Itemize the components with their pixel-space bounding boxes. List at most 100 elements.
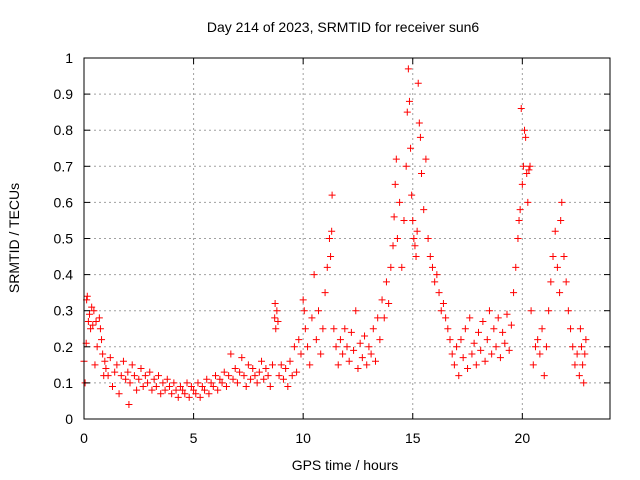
data-point [371, 357, 379, 365]
y-tick-label: 0.7 [54, 158, 74, 174]
data-point [526, 162, 534, 170]
data-point [268, 361, 276, 369]
data-point [418, 170, 426, 178]
data-point [453, 343, 461, 351]
data-point [225, 372, 233, 380]
data-point [515, 216, 523, 224]
data-point [161, 386, 169, 394]
data-point [547, 278, 555, 286]
data-point [558, 198, 566, 206]
y-tick-label: 0.1 [54, 375, 74, 391]
data-point [242, 383, 250, 391]
data-point [194, 379, 202, 387]
data-point [352, 307, 360, 315]
data-point [439, 299, 447, 307]
data-point [312, 336, 320, 344]
data-point [575, 372, 583, 380]
data-point [179, 386, 187, 394]
data-point [490, 325, 498, 333]
data-point [534, 336, 542, 344]
data-point [390, 213, 398, 221]
data-point [139, 383, 147, 391]
data-point [545, 307, 553, 315]
data-point [247, 375, 255, 383]
data-point [573, 350, 581, 358]
data-point [542, 343, 550, 351]
data-point [354, 364, 362, 372]
data-point [168, 390, 176, 398]
data-point [564, 307, 572, 315]
data-point [300, 307, 308, 315]
data-point [328, 227, 336, 235]
data-point [514, 235, 522, 242]
data-point [187, 383, 195, 391]
data-point [117, 372, 125, 380]
data-point [227, 350, 235, 358]
data-point [277, 361, 285, 369]
y-tick-label: 0.8 [54, 122, 74, 138]
data-point [214, 386, 222, 394]
data-point [238, 354, 246, 362]
data-point [339, 350, 347, 358]
data-point [115, 390, 123, 398]
data-point [470, 339, 478, 347]
data-point [284, 383, 292, 391]
y-axis-label: SRMTID / TECUs [6, 183, 22, 293]
data-point [389, 242, 397, 250]
data-point [271, 314, 279, 322]
data-point [392, 155, 400, 163]
x-tick-label: 15 [405, 430, 421, 446]
data-point [325, 235, 333, 242]
data-point [155, 372, 163, 380]
data-point [466, 314, 474, 322]
data-point [130, 372, 138, 380]
data-point [468, 350, 476, 358]
data-point [315, 307, 323, 315]
data-point [479, 318, 487, 326]
data-point [88, 303, 96, 311]
data-point [343, 343, 351, 351]
data-point [376, 336, 384, 344]
data-point [126, 379, 134, 387]
data-point [562, 278, 570, 286]
y-tick-label: 0.4 [54, 267, 74, 283]
data-point [576, 325, 584, 333]
data-point [330, 325, 338, 333]
data-point [522, 133, 530, 141]
data-point [581, 350, 589, 358]
data-point [319, 325, 327, 333]
data-point [523, 170, 531, 178]
data-point [481, 357, 489, 365]
data-point [485, 307, 493, 315]
data-point [350, 346, 358, 354]
data-point [108, 383, 116, 391]
data-point [415, 119, 423, 127]
data-point [165, 383, 173, 391]
data-point [207, 379, 215, 387]
x-tick-label: 5 [190, 430, 198, 446]
data-point [323, 263, 331, 271]
data-point [457, 336, 465, 344]
data-point [336, 336, 344, 344]
data-point [461, 325, 469, 333]
data-point [380, 314, 388, 322]
data-point [505, 346, 513, 354]
data-point [483, 336, 491, 344]
data-point [501, 339, 509, 347]
data-point [560, 253, 568, 261]
data-point [578, 343, 586, 351]
data-point [192, 390, 200, 398]
data-point [328, 191, 336, 199]
data-point [553, 263, 561, 271]
data-point [431, 278, 439, 286]
data-point [518, 180, 526, 188]
data-point [222, 383, 230, 391]
data-point [527, 307, 535, 315]
data-point [391, 180, 399, 188]
data-point [551, 227, 559, 235]
data-point [332, 343, 340, 351]
data-point [455, 372, 463, 380]
data-point [494, 314, 502, 322]
data-point [549, 253, 557, 261]
data-point [119, 357, 127, 365]
